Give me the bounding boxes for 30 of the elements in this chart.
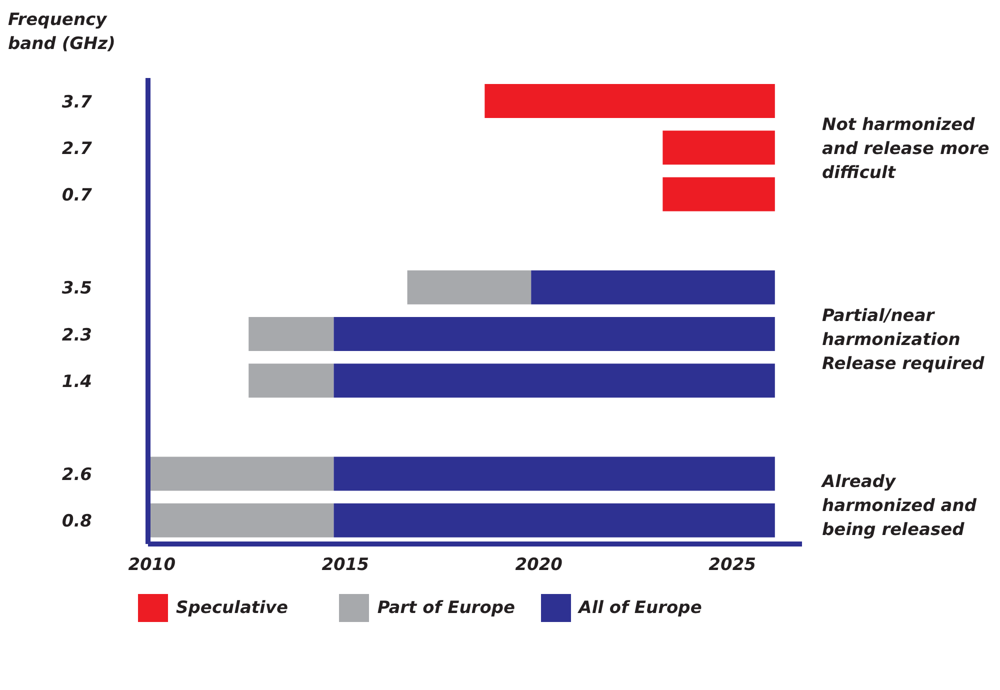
bar <box>531 270 775 304</box>
y-tick-label: 2.7 <box>62 138 92 159</box>
bar <box>484 84 775 118</box>
bar <box>248 364 334 398</box>
legend-label: Speculative <box>176 598 288 618</box>
bar <box>334 503 775 538</box>
legend-label: Part of Europe <box>377 598 516 618</box>
legend-label: All of Europe <box>578 598 702 618</box>
y-tick-label: 2.6 <box>62 465 92 486</box>
text: Not harmonized and release more difficult <box>822 114 990 186</box>
bar <box>334 456 775 491</box>
y-tick-label: 2.3 <box>62 325 92 346</box>
bar <box>334 364 775 398</box>
bar <box>248 317 334 351</box>
text: Partial/near harmonization Release required <box>822 304 986 376</box>
y-tick-label: 0.8 <box>62 512 92 532</box>
x-tick-label: 2020 <box>515 555 563 576</box>
bar <box>334 317 775 351</box>
bar <box>407 270 532 304</box>
y-tick-label: 3.5 <box>62 278 92 299</box>
y-tick-label: 1.4 <box>62 372 92 392</box>
x-tick-label: 2010 <box>128 555 176 576</box>
x-tick-label: 2015 <box>322 555 370 576</box>
bar <box>662 177 775 212</box>
y-axis-title: Frequency band (GHz) <box>8 9 116 56</box>
x-tick-label: 2025 <box>708 555 756 576</box>
y-tick-label: 3.7 <box>62 92 92 112</box>
text: Already harmonized and being released <box>822 471 978 542</box>
bar <box>662 130 775 165</box>
y-tick-label: 0.7 <box>62 186 92 206</box>
